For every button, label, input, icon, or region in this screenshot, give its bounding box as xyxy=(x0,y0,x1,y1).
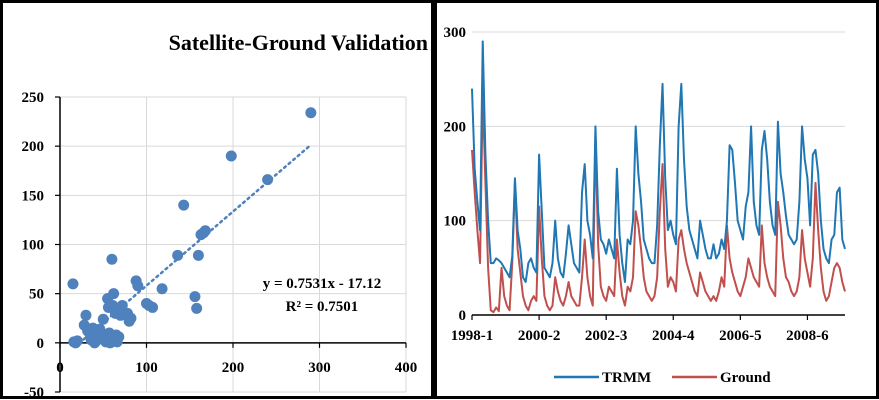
scatter-point xyxy=(67,278,79,290)
scatter-x-tick: 400 xyxy=(395,360,418,376)
timeseries-y-ticks: 0 100 200 300 xyxy=(444,25,467,324)
scatter-chart: 0 100 200 300 400 -50 0 50 100 150 200 250 Satelli… xyxy=(0,0,434,400)
scatter-y-tick: -50 xyxy=(24,385,44,400)
scatter-y-tick: 250 xyxy=(22,90,45,106)
scatter-point xyxy=(132,280,144,292)
scatter-point xyxy=(71,335,83,347)
timeseries-frame xyxy=(434,0,879,399)
scatter-y-tick: 50 xyxy=(29,287,44,303)
scatter-y-tick: 200 xyxy=(22,139,45,155)
scatter-point xyxy=(192,249,204,261)
scatter-point xyxy=(262,174,274,186)
timeseries-x-tick: 2008-6 xyxy=(786,328,829,344)
scatter-point xyxy=(156,283,168,295)
timeseries-x-ticks: 1998-1 2000-2 2002-3 2004-4 2006-5 2008-6 xyxy=(451,328,829,344)
timeseries-legend: TRMM Ground xyxy=(554,370,771,386)
timeseries-x-tick: 2002-3 xyxy=(585,328,628,344)
scatter-x-tick: 100 xyxy=(135,360,158,376)
scatter-point xyxy=(108,288,120,300)
trendline-equation: y = 0.7531x - 17.12 xyxy=(263,276,382,292)
legend-trmm-label: TRMM xyxy=(602,370,651,386)
scatter-y-tick: 150 xyxy=(22,188,45,204)
scatter-x-tick: 0 xyxy=(56,360,64,376)
ground-line xyxy=(471,92,846,314)
scatter-point xyxy=(125,312,137,324)
scatter-point xyxy=(113,331,125,343)
scatter-y-tick: 0 xyxy=(37,336,45,352)
timeseries-x-tick: 2004-4 xyxy=(652,328,695,344)
scatter-point xyxy=(191,302,203,314)
timeseries-x-tick: 2006-5 xyxy=(719,328,762,344)
timeseries-axes xyxy=(471,314,845,320)
scatter-y-ticks: -50 0 50 100 150 200 250 xyxy=(22,90,45,400)
legend-ground-label: Ground xyxy=(720,370,771,386)
timeseries-y-tick: 300 xyxy=(444,25,467,41)
scatter-x-tick: 200 xyxy=(222,360,245,376)
scatter-point xyxy=(172,249,184,261)
scatter-point xyxy=(225,150,237,162)
scatter-y-tick: 100 xyxy=(22,238,45,254)
timeseries-y-tick: 200 xyxy=(444,119,467,135)
scatter-point xyxy=(199,225,211,237)
scatter-point xyxy=(80,309,92,321)
scatter-points xyxy=(67,107,317,349)
scatter-point xyxy=(189,291,201,303)
trmm-line xyxy=(471,40,846,283)
timeseries-x-tick: 1998-1 xyxy=(451,328,494,344)
scatter-frame xyxy=(0,0,434,399)
scatter-point xyxy=(305,107,317,119)
scatter-x-tick: 300 xyxy=(308,360,331,376)
scatter-point xyxy=(97,313,109,325)
scatter-point xyxy=(106,253,118,265)
timeseries-x-tick: 2000-2 xyxy=(518,328,561,344)
timeseries-y-tick: 0 xyxy=(459,308,467,324)
timeseries-chart: 0 100 200 300 1998-1 2000-2 2002-3 2004-4 2006-… xyxy=(434,0,879,399)
scatter-point xyxy=(178,199,190,211)
timeseries-lines xyxy=(471,40,846,314)
scatter-title: Satellite-Ground Validation xyxy=(169,30,428,55)
scatter-x-ticks: 0 100 200 300 400 xyxy=(56,360,417,376)
r-squared-label: R² = 0.7501 xyxy=(286,299,359,315)
scatter-point xyxy=(147,301,159,313)
timeseries-y-tick: 100 xyxy=(444,214,467,230)
